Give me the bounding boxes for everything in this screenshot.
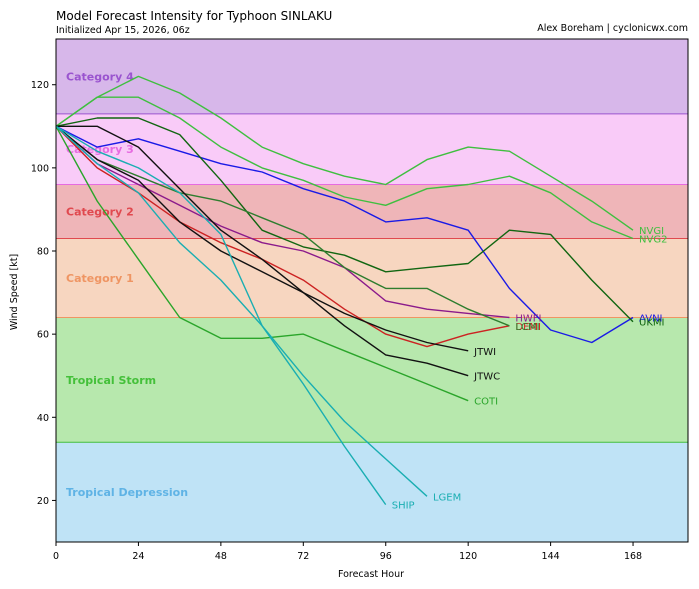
- band-label-tropical-depression: Tropical Depression: [66, 486, 188, 499]
- series-line-coti: [55, 125, 469, 402]
- band-category-2: [56, 184, 688, 239]
- x-tick-label: 24: [132, 551, 144, 562]
- band-category-3: [56, 113, 688, 185]
- plot-frame: [55, 38, 689, 543]
- x-tick-label: 48: [215, 551, 227, 562]
- band-tropical-depression: [56, 442, 688, 542]
- x-axis-label: Forecast Hour: [338, 569, 404, 580]
- y-tick-label: 80: [37, 247, 49, 258]
- series-label-coti: COTI: [474, 397, 498, 408]
- x-tick-label: 0: [53, 551, 59, 562]
- series-label-hwfi: HWFI: [515, 314, 541, 325]
- series-line-hwfi: [55, 125, 510, 319]
- y-tick-label: 120: [31, 80, 49, 91]
- series-label-lgem: LGEM: [433, 492, 461, 503]
- series-line-nvg2: [55, 96, 634, 240]
- series-label-ukmi: UKMI: [639, 318, 664, 329]
- series-label-jtwc: JTWC: [473, 372, 500, 383]
- x-tick-label: 168: [624, 551, 642, 562]
- chart-title: Model Forecast Intensity for Typhoon SIN…: [56, 9, 333, 23]
- series-label-avni: AVNI: [639, 314, 662, 325]
- series-line-ship: [55, 125, 387, 506]
- x-tick-label: 96: [380, 551, 392, 562]
- x-tick-label: 120: [459, 551, 477, 562]
- y-tick-label: 40: [37, 413, 49, 424]
- y-tick-label: 100: [31, 163, 49, 174]
- x-tick-label: 144: [542, 551, 560, 562]
- init-time: Initialized Apr 15, 2026, 06z: [56, 25, 190, 36]
- series-label-demi: DEMI: [515, 322, 541, 333]
- series-line-avni: [55, 125, 634, 344]
- series-label-lcmi: LCMI: [515, 322, 539, 333]
- series-line-ukmi: [55, 117, 634, 323]
- series-line-lgem: [55, 125, 428, 497]
- series-line-jtwc: [56, 125, 469, 377]
- series-label-ship: SHIP: [392, 501, 415, 512]
- y-tick-label: 60: [37, 330, 49, 341]
- band-label-tropical-storm: Tropical Storm: [66, 374, 156, 387]
- band-category-4: [56, 39, 688, 114]
- series-line-lcmi: [55, 125, 510, 327]
- series-line-jtwi: [55, 125, 469, 352]
- y-axis-label: Wind Speed [kt]: [9, 254, 20, 330]
- y-tick-label: 20: [37, 496, 49, 507]
- series-label-nvgi: NVGI: [639, 226, 664, 237]
- band-label-category-2: Category 2: [66, 206, 134, 219]
- band-tropical-storm: [56, 317, 688, 443]
- credit-text: Alex Boreham | cyclonicwx.com: [537, 23, 688, 34]
- series-label-jtwi: JTWI: [473, 347, 496, 358]
- series-line-nvgi: [55, 75, 634, 231]
- band-category-1: [56, 238, 688, 318]
- series-label-nvg2: NVG2: [639, 235, 667, 246]
- x-tick-label: 72: [297, 551, 309, 562]
- band-label-category-4: Category 4: [66, 70, 134, 83]
- band-label-category-1: Category 1: [66, 272, 134, 285]
